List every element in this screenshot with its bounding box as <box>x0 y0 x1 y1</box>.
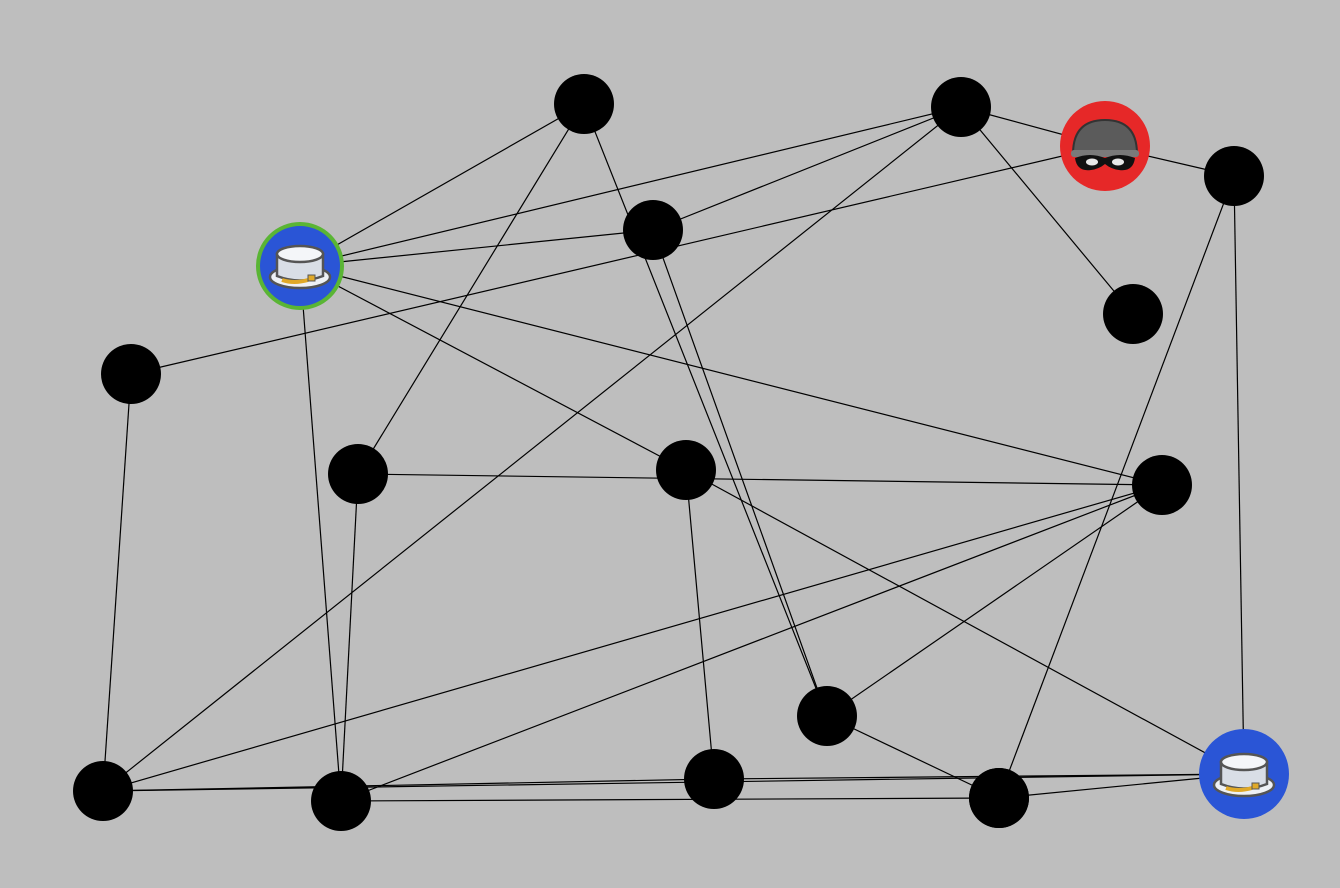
edge-n11-n15 <box>826 484 1163 717</box>
edge-n2-n5 <box>299 106 962 267</box>
masked-thief-icon <box>1070 119 1140 172</box>
police-cap-icon <box>1212 752 1276 798</box>
edge-n6-n15 <box>652 229 828 717</box>
graph-node-n10[interactable] <box>656 440 716 500</box>
edge-n15-n16 <box>826 715 1000 799</box>
edge-n2-n6 <box>652 106 962 231</box>
thief-node[interactable] <box>1060 101 1150 191</box>
edge-n13-n16 <box>340 797 1000 802</box>
edge-n8-n12 <box>102 373 132 792</box>
graph-node-n4[interactable] <box>1204 146 1264 206</box>
graph-node-n12[interactable] <box>73 761 133 821</box>
edge-n9-n11 <box>357 473 1163 486</box>
edge-n11-n12 <box>102 484 1163 792</box>
police-node-selected[interactable] <box>256 222 344 310</box>
edge-n4-n16 <box>998 175 1235 799</box>
graph-node-n8[interactable] <box>101 344 161 404</box>
nodes-layer <box>73 74 1289 831</box>
edge-n11-n13 <box>340 484 1163 802</box>
edge-n1-n9 <box>357 103 585 475</box>
edge-n9-n13 <box>340 473 359 802</box>
edge-n3-n8 <box>130 145 1106 375</box>
graph-node-n2[interactable] <box>931 77 991 137</box>
graph-node-n11[interactable] <box>1132 455 1192 515</box>
graph-node-n1[interactable] <box>554 74 614 134</box>
graph-node-n13[interactable] <box>311 771 371 831</box>
edges-layer <box>102 103 1245 802</box>
graph-node-n15[interactable] <box>797 686 857 746</box>
edge-n12-n17 <box>102 773 1245 792</box>
edge-n5-n10 <box>299 265 687 471</box>
graph-node-n9[interactable] <box>328 444 388 504</box>
edge-n4-n18 <box>1233 175 1245 775</box>
edge-n5-n11 <box>299 265 1163 486</box>
graph-node-n17[interactable] <box>969 768 1029 828</box>
graph-node-n7[interactable] <box>1103 284 1163 344</box>
graph-node-n6[interactable] <box>623 200 683 260</box>
edge-n5-n13 <box>299 265 342 802</box>
police-cap-icon <box>268 244 332 290</box>
police-node[interactable] <box>1199 729 1289 819</box>
edge-n2-n7 <box>960 106 1134 315</box>
edge-n5-n6 <box>299 229 654 267</box>
edge-n1-n5 <box>299 103 585 267</box>
edge-n1-n15 <box>583 103 828 717</box>
edge-n10-n14 <box>685 469 715 780</box>
edge-n10-n18 <box>685 469 1245 775</box>
graph-node-n14[interactable] <box>684 749 744 809</box>
edge-n2-n12 <box>102 106 962 792</box>
